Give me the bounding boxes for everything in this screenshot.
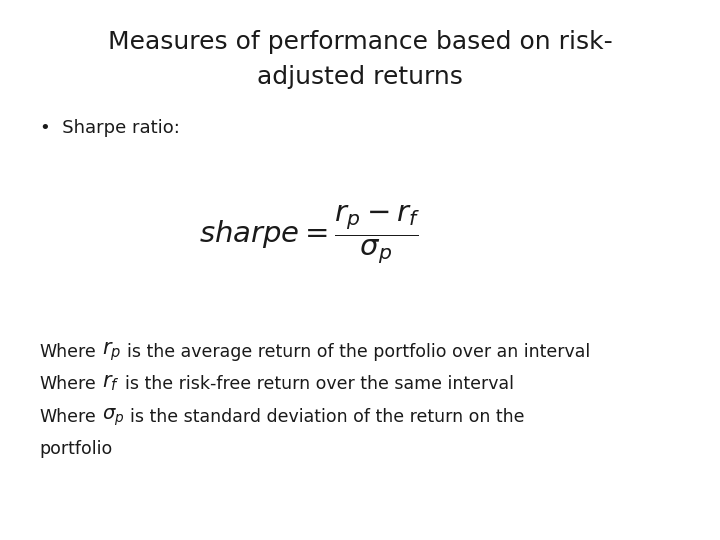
Text: Where: Where [40, 343, 96, 361]
Text: Where: Where [40, 375, 96, 393]
Text: Where: Where [40, 408, 96, 426]
Text: Measures of performance based on risk-: Measures of performance based on risk- [107, 30, 613, 53]
Text: portfolio: portfolio [40, 440, 113, 458]
Text: $\mathit{sharpe} = \dfrac{r_p - r_f}{\sigma_p}$: $\mathit{sharpe} = \dfrac{r_p - r_f}{\si… [199, 204, 420, 266]
Text: is the risk-free return over the same interval: is the risk-free return over the same in… [125, 375, 514, 393]
Text: is the average return of the portfolio over an interval: is the average return of the portfolio o… [127, 343, 590, 361]
Text: $\mathit{r}_f$: $\mathit{r}_f$ [102, 373, 119, 393]
Text: •  Sharpe ratio:: • Sharpe ratio: [40, 119, 179, 137]
Text: adjusted returns: adjusted returns [257, 65, 463, 89]
Text: is the standard deviation of the return on the: is the standard deviation of the return … [130, 408, 525, 426]
Text: $\sigma_p$: $\sigma_p$ [102, 406, 124, 428]
Text: $\mathit{r}_p$: $\mathit{r}_p$ [102, 340, 121, 363]
